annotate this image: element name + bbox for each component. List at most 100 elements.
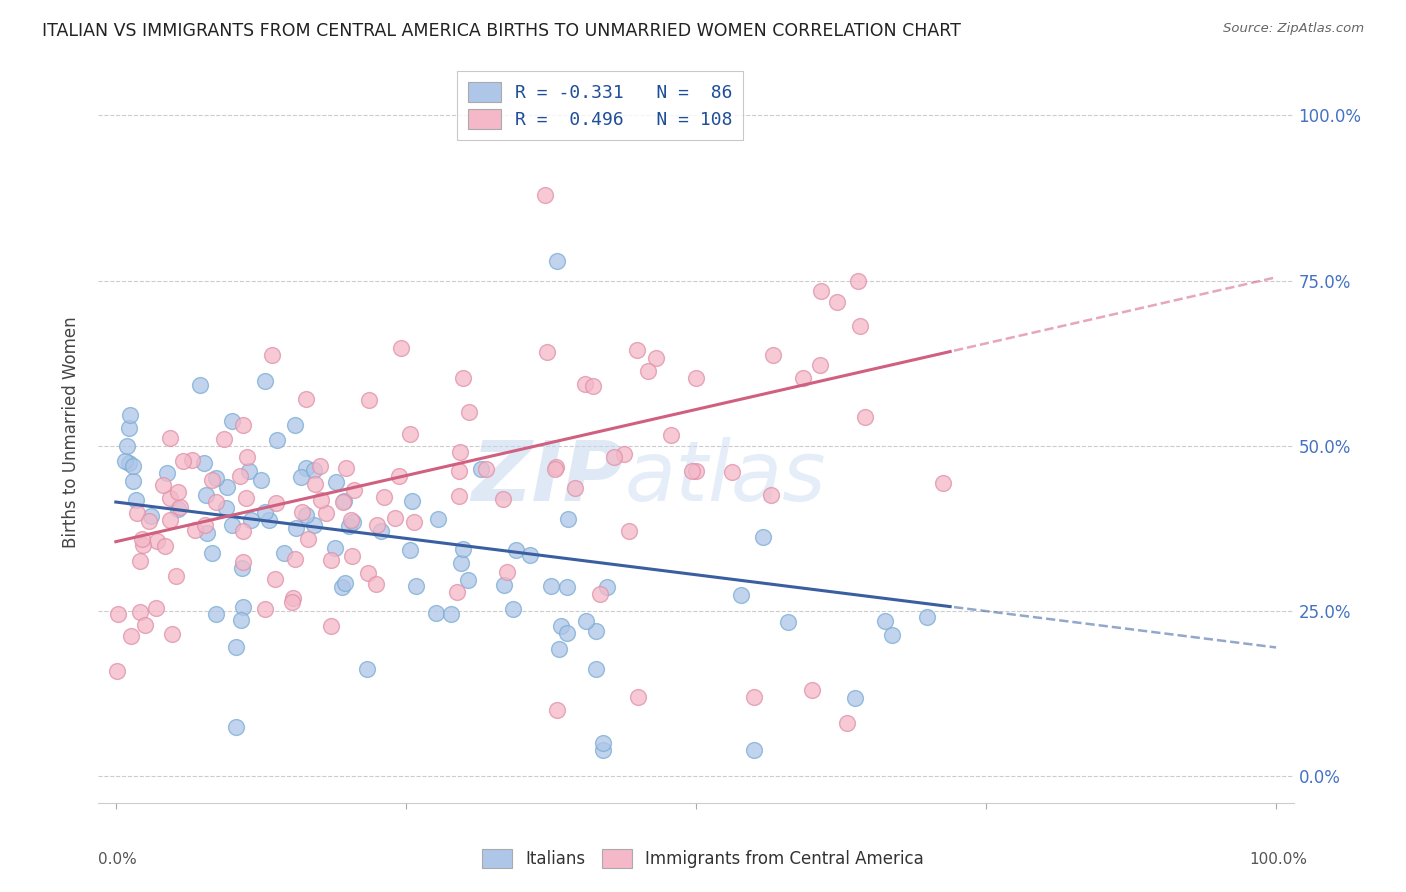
Point <box>139 509 162 524</box>
Point <box>626 343 648 357</box>
Point <box>402 516 425 530</box>
Point <box>917 610 939 624</box>
Point <box>308 458 330 473</box>
Point <box>284 552 307 566</box>
Point <box>810 285 832 299</box>
Point <box>215 480 238 494</box>
Point <box>585 624 607 639</box>
Point <box>546 703 568 717</box>
Point <box>450 556 472 570</box>
Point <box>253 374 276 388</box>
Point <box>232 418 254 433</box>
Point <box>215 501 238 516</box>
Point <box>661 428 683 442</box>
Point <box>373 490 395 504</box>
Point <box>117 439 139 453</box>
Point <box>742 690 765 704</box>
Point <box>536 345 558 359</box>
Point <box>253 602 276 616</box>
Point <box>201 473 224 487</box>
Point <box>232 524 254 539</box>
Point <box>125 492 148 507</box>
Point <box>294 508 316 522</box>
Legend: R = -0.331   N =  86, R =  0.496   N = 108: R = -0.331 N = 86, R = 0.496 N = 108 <box>457 71 744 140</box>
Point <box>145 601 167 615</box>
Point <box>281 594 304 608</box>
Point <box>221 517 243 532</box>
Point <box>627 690 650 704</box>
Point <box>152 478 174 492</box>
Point <box>118 421 141 435</box>
Point <box>932 475 955 490</box>
Point <box>388 469 411 483</box>
Point <box>200 546 222 560</box>
Point <box>291 504 314 518</box>
Point <box>146 533 169 548</box>
Text: ZIP: ZIP <box>471 436 624 517</box>
Point <box>451 541 474 556</box>
Legend: Italians, Immigrants from Central America: Italians, Immigrants from Central Americ… <box>475 843 931 875</box>
Point <box>295 392 318 406</box>
Point <box>105 664 128 678</box>
Point <box>801 683 824 698</box>
Point <box>575 614 598 628</box>
Point <box>181 453 204 467</box>
Point <box>356 662 378 676</box>
Point <box>401 494 423 508</box>
Point <box>457 405 479 419</box>
Point <box>238 464 260 478</box>
Point <box>232 555 254 569</box>
Point <box>335 461 357 475</box>
Point <box>440 607 463 621</box>
Point <box>637 364 659 378</box>
Point <box>449 445 471 459</box>
Point <box>225 720 247 734</box>
Point <box>835 716 858 731</box>
Point <box>853 409 876 424</box>
Point <box>188 378 211 392</box>
Point <box>617 524 640 538</box>
Point <box>792 370 814 384</box>
Point <box>264 496 287 510</box>
Point <box>846 275 869 289</box>
Text: Source: ZipAtlas.com: Source: ZipAtlas.com <box>1223 22 1364 36</box>
Point <box>540 580 562 594</box>
Point <box>685 370 707 384</box>
Point <box>547 642 569 657</box>
Point <box>340 549 363 563</box>
Point <box>229 468 252 483</box>
Point <box>544 462 567 476</box>
Point <box>426 512 449 526</box>
Point <box>742 743 765 757</box>
Point <box>457 573 479 587</box>
Point <box>156 466 179 480</box>
Point <box>342 515 364 529</box>
Point <box>330 580 353 594</box>
Point <box>574 377 596 392</box>
Text: 0.0%: 0.0% <box>98 852 138 867</box>
Point <box>325 541 347 555</box>
Point <box>339 513 361 527</box>
Point <box>337 518 360 533</box>
Point <box>204 471 226 485</box>
Point <box>730 588 752 602</box>
Point <box>564 481 586 495</box>
Point <box>131 532 153 546</box>
Point <box>297 532 319 546</box>
Point <box>425 606 447 620</box>
Point <box>225 640 247 655</box>
Point <box>555 580 578 594</box>
Text: ITALIAN VS IMMIGRANTS FROM CENTRAL AMERICA BIRTHS TO UNMARRIED WOMEN CORRELATION: ITALIAN VS IMMIGRANTS FROM CENTRAL AMERI… <box>42 22 962 40</box>
Point <box>449 490 471 504</box>
Point <box>138 514 160 528</box>
Point <box>194 517 217 532</box>
Point <box>263 572 285 586</box>
Point <box>122 474 145 488</box>
Point <box>761 488 783 502</box>
Point <box>366 576 388 591</box>
Point <box>474 461 496 475</box>
Point <box>399 543 422 558</box>
Point <box>129 554 152 568</box>
Point <box>125 506 148 520</box>
Point <box>235 491 257 505</box>
